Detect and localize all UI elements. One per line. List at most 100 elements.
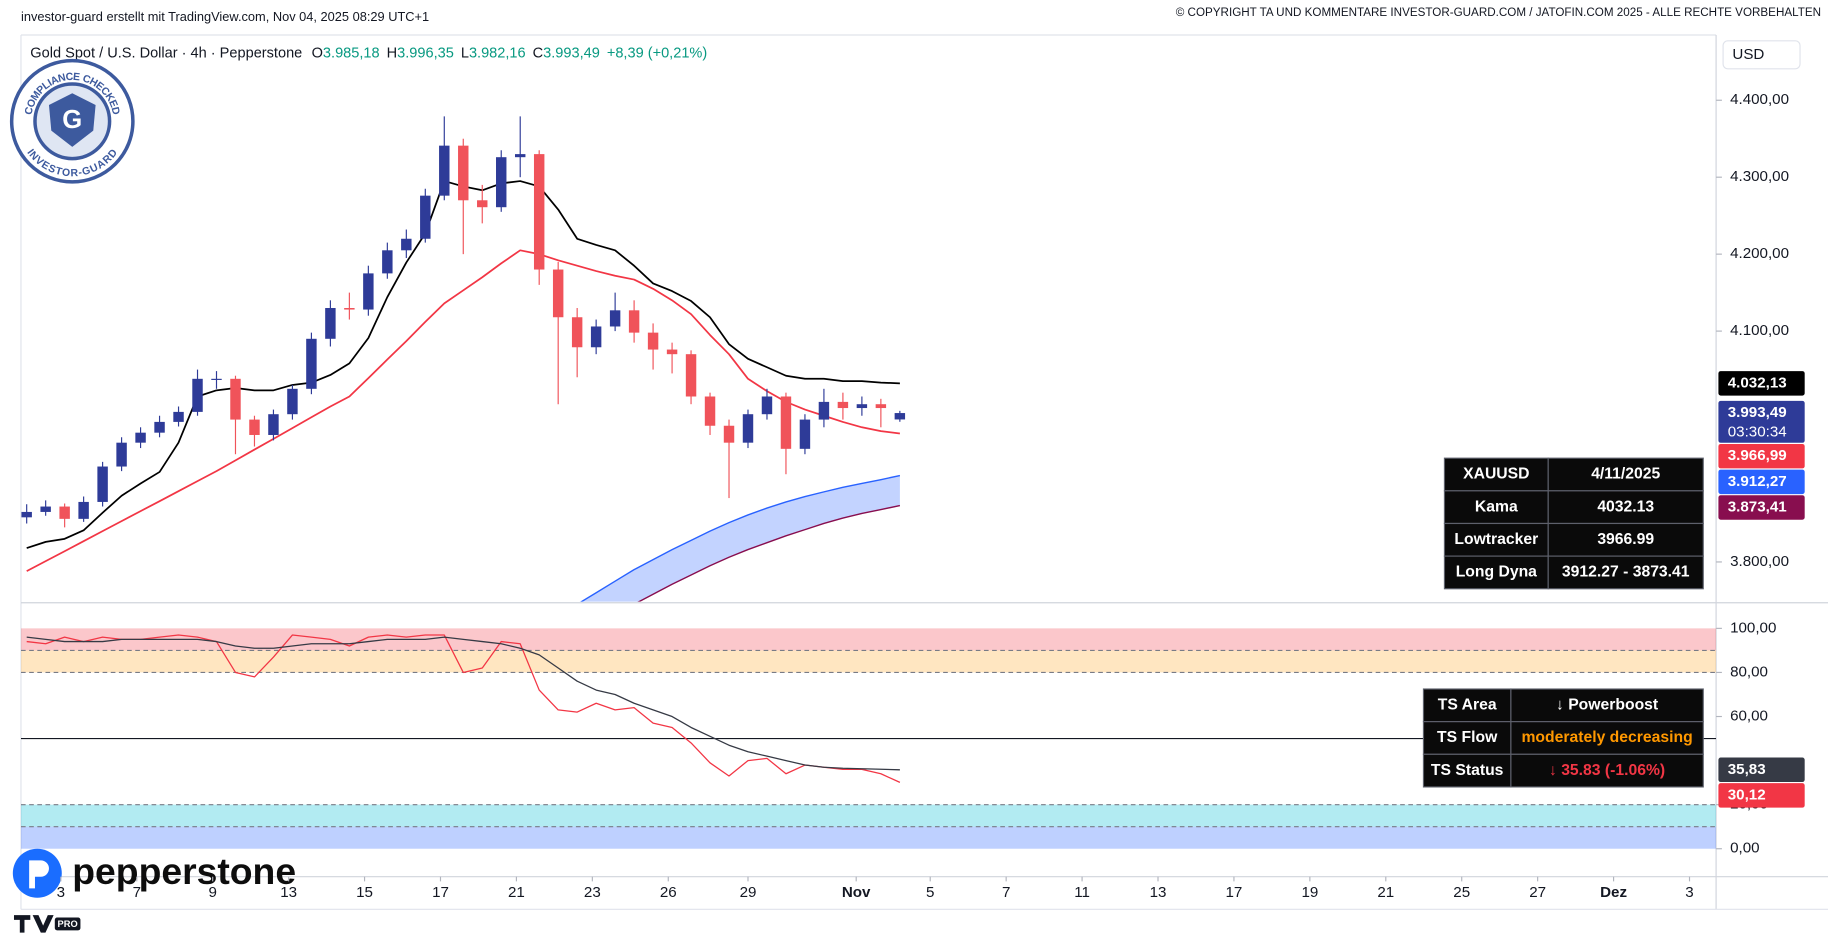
candle-body — [477, 200, 488, 208]
candle-body — [78, 501, 89, 519]
candle-body — [268, 414, 279, 435]
x-tick-label: 7 — [1002, 884, 1010, 901]
price-tag-label: 3.993,49 — [1728, 404, 1787, 421]
zone — [20, 650, 1717, 673]
header-copyright: © COPYRIGHT TA UND KOMMENTARE INVESTOR-G… — [1176, 6, 1821, 19]
y-tick-label: 4.100,00 — [1730, 322, 1789, 339]
candle-body — [401, 238, 412, 251]
main-pane — [21, 116, 906, 602]
table-cell — [1443, 555, 1549, 590]
y-tick-label: 80,00 — [1730, 663, 1768, 680]
price-tag-label: 3.873,41 — [1728, 498, 1787, 515]
price-tag-label: 4.032,13 — [1728, 374, 1787, 391]
table-value: 4/11/2025 — [1591, 466, 1660, 483]
ohlc-value: 3.993,49 — [543, 45, 600, 61]
candle-body — [571, 317, 583, 348]
table-cell — [1422, 753, 1512, 788]
currency-box[interactable] — [1722, 40, 1801, 70]
price-tag — [1718, 371, 1805, 396]
table-cell — [1422, 688, 1512, 723]
x-tick-label: 5 — [926, 884, 934, 901]
candle-body — [685, 354, 697, 397]
candle-body — [420, 195, 431, 239]
header-credit: investor-guard erstellt mit TradingView.… — [21, 9, 429, 24]
x-tick-label: 15 — [356, 884, 373, 901]
price-tag-label: 3.912,27 — [1728, 473, 1787, 490]
candle-body — [496, 157, 507, 208]
table-label: TS Status — [1431, 762, 1504, 779]
table-cell — [1547, 555, 1704, 590]
candle-body — [742, 414, 754, 443]
table-label: XAUUSD — [1463, 466, 1529, 483]
x-tick-label: 25 — [1453, 884, 1470, 901]
price-tag — [1718, 469, 1805, 495]
y-tick-label: 100,00 — [1730, 619, 1776, 636]
candle-body — [439, 145, 450, 196]
zone — [20, 826, 1717, 849]
table-value: ↓ 35.83 (-1.06%) — [1549, 762, 1665, 779]
y-tick-label: 0,00 — [1730, 840, 1759, 857]
candle-body — [761, 396, 773, 415]
zone — [20, 804, 1717, 827]
candle-body — [59, 506, 70, 519]
candle-body — [666, 349, 678, 355]
candle-body — [894, 413, 906, 420]
oscillator-line — [26, 636, 900, 771]
x-tick-label: 29 — [740, 884, 757, 901]
band-upper — [580, 474, 901, 602]
ohlc-key: C — [533, 45, 544, 61]
x-tick-label: 21 — [508, 884, 525, 901]
table-value: ↓ Powerboost — [1556, 696, 1659, 713]
table-cell — [1547, 490, 1704, 525]
band-lower — [637, 504, 901, 602]
currency: USD — [1732, 46, 1764, 63]
candle-body — [325, 308, 336, 339]
oscillator-pane — [20, 628, 1717, 849]
x-tick-label: 19 — [1301, 884, 1318, 901]
price-tag — [1718, 443, 1805, 469]
table-label: Kama — [1475, 498, 1518, 515]
x-tick-label: 26 — [660, 884, 677, 901]
candle-body — [344, 308, 355, 310]
candle-body — [287, 388, 298, 415]
y-tick-label: 3.800,00 — [1730, 553, 1789, 570]
candle-body — [552, 269, 564, 318]
y-tick-label: 60,00 — [1730, 708, 1768, 725]
countdown: 03:30:34 — [1728, 423, 1787, 440]
candle-body — [135, 432, 146, 443]
candle-body — [837, 401, 849, 409]
candle-body — [780, 396, 792, 449]
table-cell — [1443, 490, 1549, 525]
candle-body — [514, 154, 526, 158]
compliance-badge: G COMPLIANCE CHECKED INVESTOR-GUARD — [9, 58, 135, 184]
table-cell — [1510, 688, 1704, 723]
badge-shield — [48, 93, 96, 147]
price-tag — [1718, 757, 1805, 783]
ohlc-key: H — [387, 45, 398, 61]
candle-body — [723, 425, 735, 443]
table-label: Lowtracker — [1454, 531, 1538, 548]
x-tick-label: 13 — [1150, 884, 1167, 901]
change-value: +8,39 (+0,21%) — [607, 45, 707, 61]
x-tick-label: 13 — [280, 884, 297, 901]
price-tag-label: 30,12 — [1728, 786, 1766, 803]
candle-body — [590, 326, 602, 348]
x-tick-label: 17 — [1226, 884, 1243, 901]
table-value: 3912.27 - 3873.41 — [1562, 564, 1690, 581]
oscillator-line — [26, 634, 901, 783]
indicator-line — [26, 249, 901, 572]
price-tag — [1718, 400, 1805, 443]
ohlc-value: 3.985,18 — [323, 45, 380, 61]
badge-letter: G — [62, 106, 82, 134]
broker-name: pepperstone — [72, 850, 296, 892]
candle-body — [856, 404, 868, 409]
candle-body — [173, 411, 184, 422]
table-value: 4032.13 — [1597, 498, 1654, 515]
candle-body — [704, 396, 716, 426]
candle-body — [116, 442, 127, 467]
x-tick-label: 21 — [1377, 884, 1394, 901]
x-tick-label: 3 — [57, 884, 65, 901]
candle-body — [211, 378, 222, 380]
x-tick-label: 27 — [1529, 884, 1546, 901]
